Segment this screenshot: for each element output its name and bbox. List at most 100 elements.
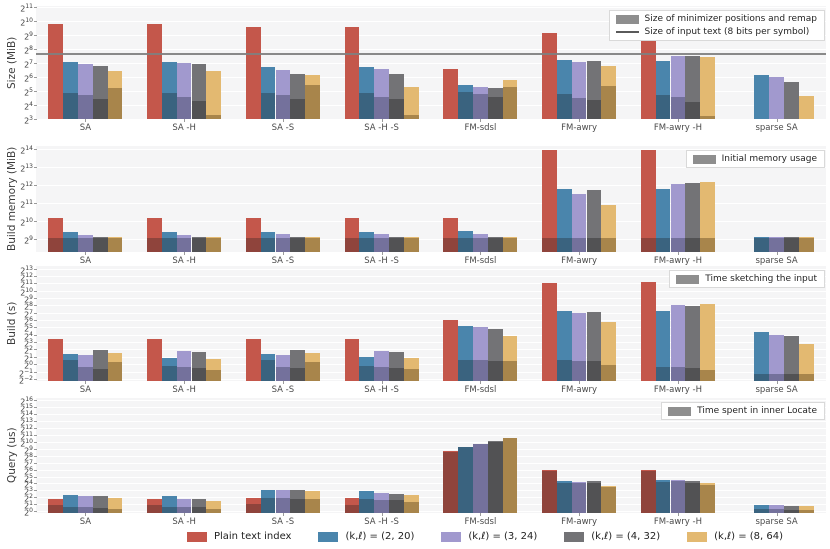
bar-dark-SA -H-purple <box>176 96 192 119</box>
bar-dark-SA -S-red <box>245 238 261 252</box>
x-tick-mark <box>381 513 383 516</box>
bar-FM-awry-red <box>542 33 557 119</box>
y-tick-mark <box>34 35 37 36</box>
bar-dark-FM-sdsl-purple <box>473 444 488 513</box>
bar-SA -H-red <box>147 24 162 119</box>
y-tick-label: 23 <box>24 115 33 126</box>
x-category-label: sparse SA <box>755 517 798 527</box>
gridline <box>36 342 826 344</box>
bar-dark-SA -S-gray <box>290 238 306 252</box>
y-tick-mark <box>34 378 37 380</box>
y-tick-label: 213 <box>20 417 33 428</box>
bar-dark-SA-tan <box>107 88 123 119</box>
bar-dark-FM-awry -H-gray <box>685 482 701 513</box>
bar-FM-awry -H-blue <box>655 189 671 252</box>
bar-dark-SA-purple <box>78 238 93 252</box>
gridline <box>36 105 826 106</box>
x-tick-mark <box>579 252 581 255</box>
y-tick-mark <box>34 497 37 499</box>
bar-sparse SA-tan <box>798 343 814 381</box>
x-tick-mark <box>184 513 186 516</box>
bar-dark-FM-awry-tan <box>601 238 617 252</box>
x-tick-mark <box>282 513 284 516</box>
x-tick-mark <box>282 252 284 255</box>
bar-dark-FM-awry-blue <box>556 238 572 252</box>
x-category-label: sparse SA <box>755 123 798 133</box>
y-tick-mark <box>34 283 37 285</box>
bar-dark-SA-gray <box>92 368 108 381</box>
bar-FM-awry -H-blue <box>655 310 671 381</box>
bar-dark-FM-awry -H-blue <box>655 482 671 513</box>
bar-FM-sdsl-red <box>443 69 459 119</box>
y-tick-mark <box>34 342 37 344</box>
bar-dark-SA -H-gray <box>191 238 207 252</box>
x-category-label: FM-awry <box>561 123 598 133</box>
y-tick-mark <box>34 455 37 457</box>
bar-dark-SA -H -S-gray <box>389 98 404 119</box>
bar-dark-SA -H-tan <box>206 508 222 513</box>
y-tick-mark <box>34 364 37 366</box>
bar-dark-FM-sdsl-gray <box>487 97 503 119</box>
x-tick-mark <box>677 119 679 122</box>
bar-dark-FM-sdsl-tan <box>502 360 518 381</box>
bar-dark-FM-sdsl-gray <box>487 441 503 513</box>
bar-dark-SA -S-tan <box>305 238 320 252</box>
gridline <box>36 320 826 322</box>
gridline <box>36 414 826 415</box>
gridline <box>36 203 826 205</box>
x-category-label: SA -H <box>172 517 196 527</box>
x-tick-mark <box>480 252 482 255</box>
bottom-legend: Plain text index (k,ℓ) = (2, 20) (k,ℓ) = (… <box>140 531 830 542</box>
bar-dark-SA-gray <box>92 238 108 252</box>
y-tick-label: 210 <box>20 286 33 298</box>
x-tick-mark <box>579 381 581 384</box>
series-label: (k,ℓ) = (2, 20) <box>345 531 415 542</box>
bar-dark-sparse SA-purple <box>769 238 784 252</box>
y-tick-mark <box>34 149 37 151</box>
x-tick-mark <box>381 119 383 122</box>
bar-dark-SA -H -S-purple <box>374 367 389 381</box>
y-tick-mark <box>34 49 37 50</box>
y-tick-mark <box>34 371 37 373</box>
bottom-legend-entry-tan: (k,ℓ) = (8, 64) <box>687 531 783 542</box>
bar-dark-FM-sdsl-blue <box>458 447 473 513</box>
y-axis-title-build-time: Build (s) <box>6 301 18 346</box>
bar-dark-SA -H-tan <box>206 238 222 252</box>
bar-dark-SA -H -S-blue <box>359 238 375 252</box>
bar-sparse SA-tan <box>798 506 814 513</box>
x-tick-mark <box>480 119 482 122</box>
y-tick-label: 27 <box>24 458 33 470</box>
bar-dark-sparse SA-blue <box>754 373 770 381</box>
bar-dark-sparse SA-tan <box>798 373 814 381</box>
bar-dark-sparse SA-tan <box>798 509 814 513</box>
bar-dark-SA -H-gray <box>191 367 207 381</box>
y-tick-mark <box>34 427 37 429</box>
y-tick-label: 210 <box>20 17 33 28</box>
bar-sparse SA-gray <box>784 81 799 119</box>
bar-dark-SA -H -S-tan <box>403 114 419 119</box>
y-tick-label: 211 <box>20 430 33 442</box>
bar-dark-SA -S-gray <box>290 498 306 513</box>
series-color-swatch <box>318 531 339 542</box>
x-category-label: FM-awry <box>561 517 598 527</box>
gridline <box>36 427 826 429</box>
bar-dark-FM-sdsl-red <box>443 451 459 513</box>
y-tick-label: 23 <box>24 486 33 498</box>
y-tick-label: 23 <box>24 338 33 349</box>
bar-dark-SA -H -S-purple <box>374 238 389 252</box>
y-tick-label: 29 <box>24 294 33 305</box>
bar-sparse SA-gray <box>784 505 799 513</box>
bar-SA -H -S-tan <box>403 86 419 119</box>
x-tick-mark <box>85 381 87 384</box>
bar-dark-FM-awry -H-blue <box>655 238 671 252</box>
bar-dark-FM-awry -H-blue <box>655 367 671 381</box>
x-tick-mark <box>579 513 581 516</box>
y-tick-mark <box>34 268 37 270</box>
bar-dark-sparse SA-blue <box>754 509 770 513</box>
gridline <box>36 407 826 409</box>
x-category-label: SA -S <box>271 385 295 395</box>
bar-dark-SA -S-gray <box>290 98 306 119</box>
y-tick-mark <box>34 421 37 422</box>
bar-SA -H-red <box>147 339 162 381</box>
series-color-swatch <box>441 531 462 542</box>
